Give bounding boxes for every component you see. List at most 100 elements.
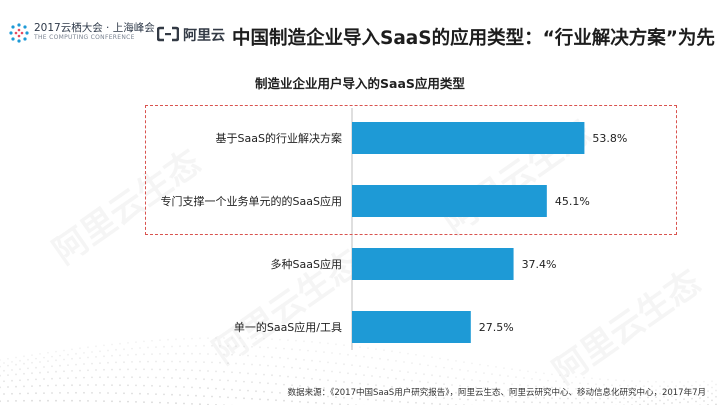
- decoration-dot: [115, 392, 117, 394]
- decoration-dot: [231, 388, 233, 391]
- decoration-dot: [383, 385, 385, 387]
- decoration-dot: [503, 367, 505, 369]
- decoration-dot: [379, 357, 381, 360]
- decoration-dot: [359, 382, 361, 385]
- decoration-dot: [275, 365, 277, 368]
- decoration-dot: [539, 378, 541, 381]
- decoration-dot: [243, 345, 245, 348]
- decoration-dot: [631, 380, 633, 382]
- decoration-dot: [327, 342, 329, 345]
- decoration-dot: [147, 393, 149, 395]
- decoration-dot: [119, 368, 121, 371]
- decoration-dot: [475, 386, 477, 389]
- decoration-dot: [79, 347, 81, 350]
- decoration-dot: [467, 385, 469, 388]
- decoration-dot: [71, 399, 73, 402]
- decoration-dot: [15, 385, 17, 388]
- decoration-dot: [411, 362, 413, 364]
- decoration-dot: [39, 399, 41, 402]
- decoration-dot: [431, 389, 433, 392]
- decoration-dot: [411, 394, 413, 397]
- decoration-dot: [187, 394, 189, 397]
- decoration-dot: [687, 401, 689, 403]
- decoration-dot: [291, 400, 293, 403]
- decoration-dot: [259, 346, 261, 349]
- decoration-dot: [51, 355, 53, 358]
- decoration-dot: [171, 345, 173, 348]
- decoration-dot: [399, 370, 401, 372]
- decoration-dot: [531, 390, 533, 393]
- decoration-dot: [603, 393, 605, 396]
- decoration-dot: [563, 381, 565, 383]
- decoration-dot: [299, 367, 301, 370]
- decoration-dot: [139, 376, 141, 379]
- decoration-dot: [119, 384, 121, 387]
- decoration-dot: [303, 377, 305, 379]
- decoration-dot: [415, 353, 417, 356]
- decoration-dot: [343, 396, 345, 399]
- decoration-dot: [555, 380, 557, 383]
- decoration-dot: [307, 401, 309, 404]
- decoration-dot: [575, 376, 577, 378]
- decoration-dot: [443, 397, 445, 399]
- decoration-dot: [427, 381, 429, 384]
- decoration-dot: [487, 364, 489, 367]
- decoration-dot: [483, 399, 485, 402]
- decoration-dot: [0, 374, 1, 377]
- decoration-dot: [103, 355, 105, 358]
- decoration-dot: [703, 400, 705, 402]
- decoration-dot: [63, 370, 65, 373]
- decoration-dot: [71, 348, 73, 351]
- decoration-dot: [371, 391, 373, 394]
- decoration-dot: [459, 384, 461, 387]
- decoration-dot: [711, 392, 713, 395]
- decoration-dot: [0, 386, 1, 389]
- decoration-dot: [507, 389, 509, 391]
- decoration-dot: [603, 383, 605, 386]
- decoration-dot: [395, 377, 397, 380]
- category-label: 单一的SaaS应用/工具: [234, 320, 342, 334]
- decoration-dot: [211, 378, 213, 381]
- decoration-dot: [111, 343, 113, 346]
- decoration-dot: [271, 374, 273, 377]
- decoration-dot: [175, 402, 177, 405]
- decoration-dot: [679, 401, 681, 404]
- decoration-dot: [467, 398, 469, 401]
- decoration-dot: [707, 396, 709, 399]
- decoration-dot: [619, 384, 621, 387]
- decoration-dot: [139, 347, 141, 349]
- decoration-dot: [519, 396, 521, 398]
- decoration-dot: [239, 371, 241, 374]
- decoration-dot: [703, 380, 705, 383]
- decoration-dot: [527, 370, 529, 373]
- decoration-dot: [555, 392, 557, 394]
- decoration-dot: [643, 393, 645, 396]
- decoration-dot: [191, 403, 193, 405]
- decoration-dot: [151, 339, 153, 342]
- decoration-dot: [123, 392, 125, 395]
- decoration-dot: [595, 393, 597, 396]
- decoration-dot: [0, 400, 1, 403]
- decoration-dot: [591, 388, 593, 391]
- decoration-dot: [159, 385, 161, 387]
- decoration-dot: [587, 401, 589, 404]
- value-label: 27.5%: [479, 321, 514, 334]
- decoration-dot: [131, 361, 133, 363]
- decoration-dot: [375, 348, 377, 350]
- decoration-dot: [643, 385, 645, 387]
- decoration-dot: [383, 399, 385, 402]
- decoration-dot: [271, 338, 273, 341]
- decoration-dot: [119, 400, 121, 403]
- decoration-dot: [447, 391, 449, 393]
- decoration-dot: [155, 346, 157, 348]
- decoration-dot: [695, 400, 697, 403]
- decoration-dot: [423, 389, 425, 391]
- decoration-dot: [639, 389, 641, 392]
- decoration-dot: [703, 387, 705, 389]
- decoration-dot: [615, 389, 617, 392]
- decoration-dot: [135, 341, 137, 343]
- decoration-dot: [47, 384, 49, 387]
- decoration-dot: [79, 369, 81, 372]
- decoration-dot: [403, 394, 405, 396]
